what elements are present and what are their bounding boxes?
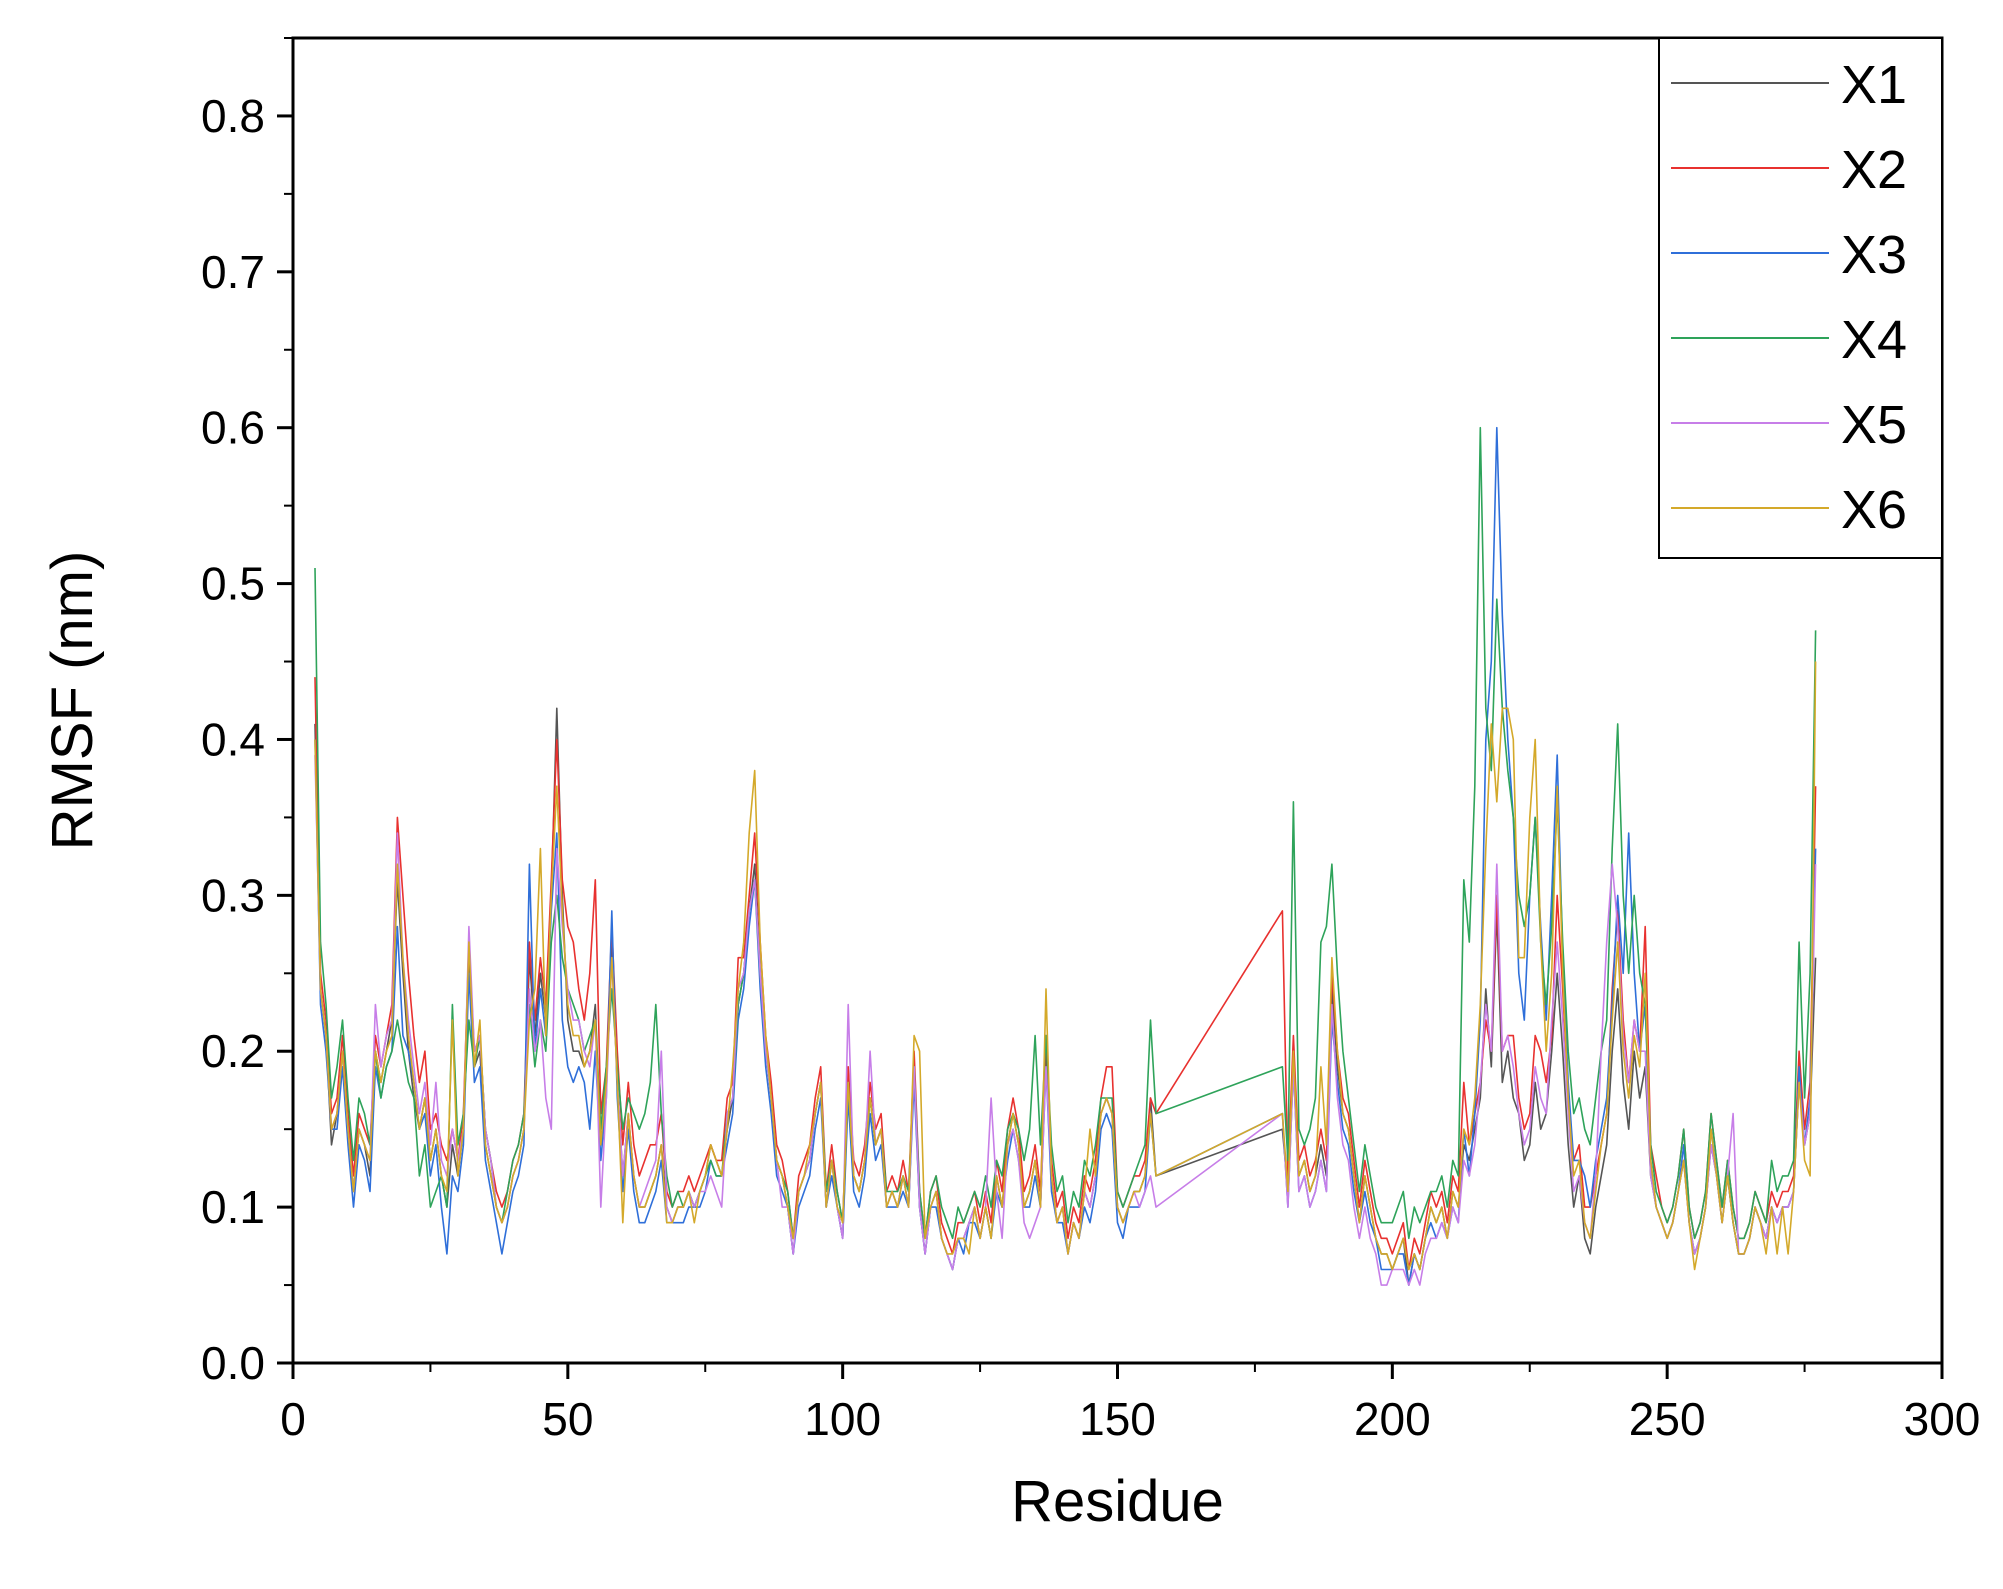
x-tick-label: 150 <box>1079 1393 1156 1445</box>
legend-items: X1 X2 X3 X4 X5 X6 <box>1671 55 1907 540</box>
legend-box <box>1658 37 1943 559</box>
legend-label-x4: X4 <box>1841 310 1907 370</box>
x-tick-label: 50 <box>542 1393 593 1445</box>
series-line-x6 <box>314 661 1817 1271</box>
series-line-x4 <box>314 426 1817 1240</box>
x-axis: 0 50 100 150 200 250 300 <box>280 1363 1980 1445</box>
legend-label-x2: X2 <box>1841 140 1907 200</box>
y-tick-label: 0.5 <box>201 558 265 610</box>
x-axis-title: Residue <box>1011 1469 1224 1534</box>
y-axis-title: RMSF (nm) <box>40 551 105 851</box>
y-tick-label: 0.3 <box>201 869 265 921</box>
legend-label-x5: X5 <box>1841 395 1907 455</box>
y-tick-label: 0.4 <box>201 713 265 765</box>
x-tick-label: 300 <box>1904 1393 1981 1445</box>
legend-label-x3: X3 <box>1841 225 1907 285</box>
y-tick-label: 0.7 <box>201 246 265 298</box>
y-tick-label: 0.8 <box>201 90 265 142</box>
y-tick-label: 0.0 <box>201 1337 265 1389</box>
legend-label-x1: X1 <box>1841 55 1907 115</box>
y-tick-label: 0.1 <box>201 1181 265 1233</box>
x-tick-label: 250 <box>1629 1393 1706 1445</box>
x-tick-label: 0 <box>280 1393 306 1445</box>
y-tick-label: 0.2 <box>201 1025 265 1077</box>
x-tick-label: 200 <box>1354 1393 1431 1445</box>
x-tick-label: 100 <box>804 1393 881 1445</box>
y-axis: 0.0 0.1 0.2 0.3 0.4 0.5 0.6 0.7 0.8 <box>201 37 293 1389</box>
legend: X1 X2 X3 X4 X5 X6 <box>1658 37 1943 559</box>
legend-label-x6: X6 <box>1841 480 1907 540</box>
series-layer <box>314 426 1817 1286</box>
y-tick-label: 0.6 <box>201 402 265 454</box>
